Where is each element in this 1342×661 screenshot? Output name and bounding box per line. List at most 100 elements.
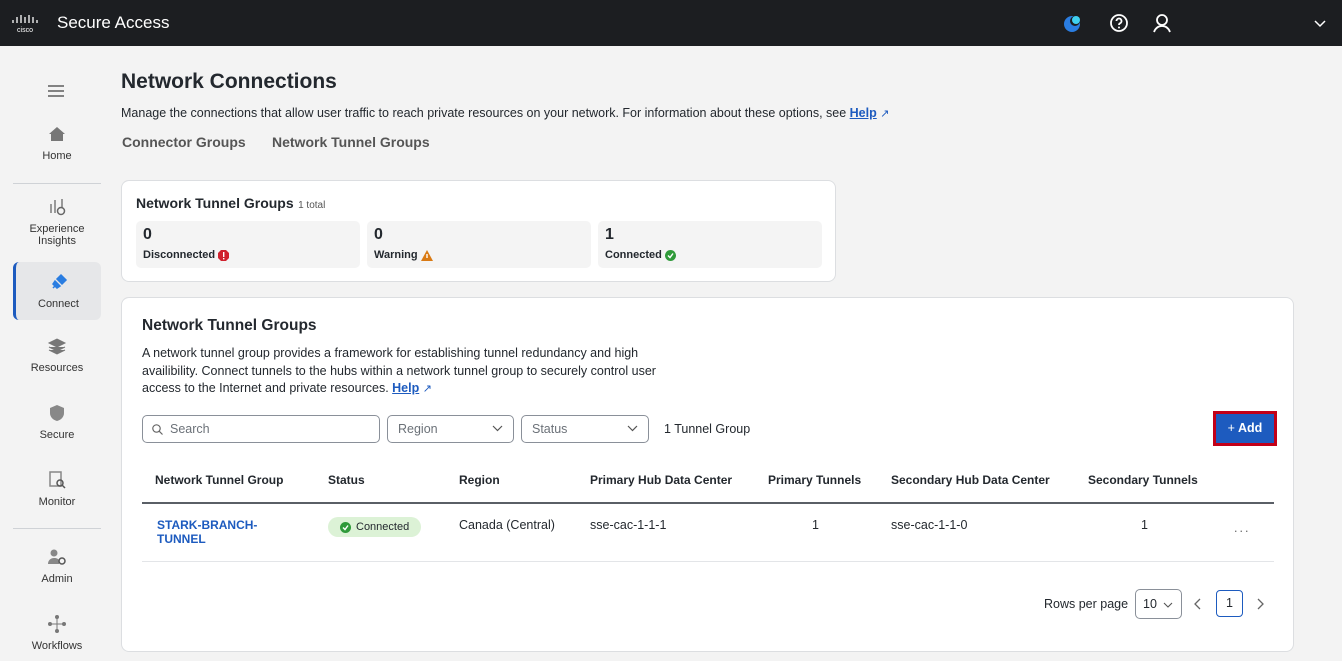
sidebar-item-experience-insights[interactable]: Experience Insights: [13, 197, 101, 247]
sidebar: Home Experience Insights Connect Resourc…: [0, 46, 113, 661]
sidebar-item-monitor[interactable]: Monitor: [13, 470, 101, 508]
description-text: Manage the connections that allow user t…: [121, 106, 847, 120]
insights-icon: [50, 199, 66, 216]
primary-tunnels-cell: 1: [812, 518, 819, 532]
label: Connected: [605, 249, 662, 261]
user-icon[interactable]: [1151, 12, 1173, 34]
region-label: Region: [398, 422, 438, 436]
menu-icon[interactable]: [47, 84, 65, 98]
sidebar-label: Monitor: [38, 496, 76, 508]
sidebar-item-resources[interactable]: Resources: [13, 336, 101, 374]
sidebar-item-connect[interactable]: Connect: [13, 262, 101, 320]
count: 0: [374, 226, 383, 243]
header-divider: [142, 502, 1274, 504]
rows-value: 10: [1143, 597, 1157, 611]
region-cell: Canada (Central): [459, 518, 555, 532]
sidebar-label: Home: [42, 150, 72, 162]
count: 0: [143, 226, 152, 243]
home-icon: [49, 127, 65, 141]
help-link[interactable]: Help: [392, 381, 420, 395]
sidebar-label: Secure: [39, 429, 75, 441]
status-badge: Connected: [328, 517, 422, 537]
resources-icon: [47, 338, 67, 355]
plug-icon: [51, 273, 67, 289]
secondary-dc-cell: sse-cac-1-1-0: [891, 518, 968, 532]
admin-icon: [48, 549, 66, 565]
status-select[interactable]: Status: [521, 415, 649, 443]
section-title: Network Tunnel Groups: [142, 317, 317, 334]
check-circle-icon: [664, 249, 676, 261]
next-page-icon[interactable]: [1255, 597, 1265, 611]
label: Disconnected: [143, 249, 216, 261]
sidebar-label: Workflows: [31, 640, 83, 652]
external-link-icon: ↗: [422, 383, 432, 395]
monitor-icon: [49, 471, 66, 489]
column-header[interactable]: Secondary Tunnels: [1088, 473, 1198, 487]
search-icon: [152, 424, 163, 435]
error-icon: [218, 249, 230, 261]
sidebar-label: Admin: [41, 573, 73, 585]
column-header[interactable]: Secondary Hub Data Center: [891, 473, 1050, 487]
search-placeholder: Search: [170, 422, 210, 436]
page-description: Manage the connections that allow user t…: [121, 106, 889, 120]
sidebar-label: Experience Insights: [29, 223, 85, 247]
rows-per-page-label: Rows per page: [1044, 597, 1129, 611]
divider: [13, 528, 101, 529]
region-select[interactable]: Region: [387, 415, 514, 443]
summary-total: 1 total: [298, 200, 326, 211]
warning-tile[interactable]: 0 Warning: [367, 221, 591, 268]
warning-icon: [420, 249, 433, 261]
label: Warning: [374, 249, 418, 261]
sidebar-label: Resources: [30, 362, 84, 374]
assistant-icon[interactable]: [1061, 12, 1083, 34]
column-header[interactable]: Primary Hub Data Center: [590, 473, 733, 487]
tab-connector-groups[interactable]: Connector Groups: [122, 134, 246, 150]
connected-tile[interactable]: 1 Connected: [598, 221, 822, 268]
top-bar: cisco Secure Access: [0, 0, 1342, 46]
chevron-down-icon: [1163, 602, 1173, 608]
tunnel-group-link[interactable]: STARK-BRANCH-TUNNEL: [157, 518, 258, 546]
search-input[interactable]: Search: [142, 415, 380, 443]
sidebar-item-secure[interactable]: Secure: [13, 403, 101, 441]
svg-text:cisco: cisco: [17, 27, 33, 34]
sidebar-item-admin[interactable]: Admin: [13, 547, 101, 585]
row-divider: [142, 561, 1274, 562]
summary-title: Network Tunnel Groups 1 total: [136, 195, 325, 213]
column-header[interactable]: Status: [328, 473, 365, 487]
sidebar-label: Connect: [38, 298, 79, 310]
add-label: Add: [1238, 421, 1263, 435]
chevron-down-icon: [492, 425, 503, 432]
previous-page-icon[interactable]: [1193, 597, 1203, 611]
help-icon[interactable]: [1108, 12, 1130, 34]
check-circle-icon: [340, 521, 351, 533]
disconnected-tile[interactable]: 0 Disconnected: [136, 221, 360, 268]
result-count: 1 Tunnel Group: [664, 422, 751, 436]
shield-icon: [50, 405, 64, 421]
column-header[interactable]: Region: [459, 473, 500, 487]
chevron-down-icon: [627, 425, 638, 432]
secondary-tunnels-cell: 1: [1141, 518, 1148, 532]
column-header[interactable]: Network Tunnel Group: [155, 473, 284, 487]
sidebar-item-workflows[interactable]: Workflows: [13, 614, 101, 652]
tab-network-tunnel-groups[interactable]: Network Tunnel Groups: [272, 134, 430, 150]
summary-card: Network Tunnel Groups 1 total 0 Disconnec…: [121, 180, 836, 282]
column-header[interactable]: Primary Tunnels: [768, 473, 862, 487]
plus-icon: +: [1227, 421, 1235, 435]
help-link[interactable]: Help: [849, 106, 877, 120]
status-label: Status: [532, 422, 568, 436]
description-text: A network tunnel group provides a framew…: [142, 346, 656, 395]
page-1-button[interactable]: 1: [1216, 590, 1243, 617]
more-actions-icon[interactable]: ...: [1234, 521, 1251, 535]
status-text: Connected: [356, 521, 410, 533]
page-title: Network Connections: [121, 70, 337, 93]
divider: [13, 183, 101, 184]
chevron-down-icon[interactable]: [1309, 12, 1331, 34]
sidebar-item-home[interactable]: Home: [13, 124, 101, 162]
tunnel-groups-card: [121, 297, 1294, 652]
primary-dc-cell: sse-cac-1-1-1: [590, 518, 667, 532]
app-title: Secure Access: [57, 13, 170, 32]
summary-title-text: Network Tunnel Groups: [136, 195, 294, 211]
count: 1: [605, 226, 614, 243]
rows-per-page-select[interactable]: 10: [1135, 589, 1182, 619]
add-button[interactable]: + Add: [1213, 411, 1277, 446]
